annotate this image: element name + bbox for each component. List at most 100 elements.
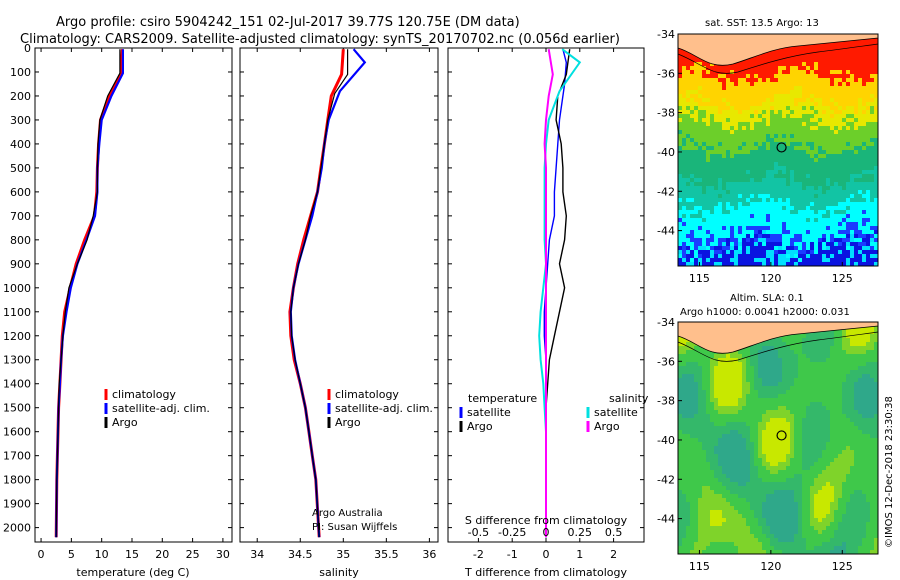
legend-label: Argo	[112, 416, 138, 429]
s-diff-axis-label: S difference from climatology	[465, 514, 628, 527]
x2-tick-label: 0.25	[568, 526, 593, 539]
depth-tick-label: 1500	[3, 402, 31, 415]
sla-map: -34 -36 -38 -40 -42 -44 115 120 125	[657, 316, 879, 573]
argo-line	[290, 49, 349, 538]
depth-tick-label: 1800	[3, 474, 31, 487]
x-tick-label: 34	[250, 548, 264, 561]
x-tick-label: -2	[473, 548, 484, 561]
legend-right-title: salinity	[609, 392, 649, 405]
x-tick-label: 2	[610, 548, 617, 561]
lon-tick-label: 120	[760, 272, 781, 285]
depth-tick-label: 1600	[3, 426, 31, 439]
salinity-panel: 34 34.5 35 35.5 36 salinity climatologysatelli…	[239, 47, 439, 579]
annotation-pi: PI: Susan Wijffels	[312, 522, 397, 533]
x-tick-label: 35	[336, 548, 350, 561]
depth-tick-label: 1300	[3, 354, 31, 367]
lat-tick-label: -36	[657, 67, 675, 80]
depth-tick-label: 600	[10, 186, 31, 199]
map-frame	[677, 33, 879, 267]
x-tick-label: 35.5	[374, 548, 399, 561]
lat-tick-label: -38	[657, 395, 675, 408]
lat-tick-label: -42	[657, 473, 675, 486]
depth-tick-label: 500	[10, 162, 31, 175]
legend-label: Argo	[467, 420, 493, 433]
depth-tick-label: 1900	[3, 498, 31, 511]
depth-tick-label: 900	[10, 258, 31, 271]
argo-float-marker	[776, 142, 787, 153]
lat-tick-label: -42	[657, 185, 675, 198]
imos-copyright-label: ©IMOS 12-Dec-2018 23:30:38	[884, 396, 895, 548]
sla-map-subtitle: Argo h1000: 0.0041 h2000: 0.031	[680, 307, 850, 318]
lon-tick-label: 120	[760, 560, 781, 573]
temperature-panel: 0100200300400500600700800900100011001200…	[3, 42, 233, 579]
x-tick-label: 15	[125, 548, 139, 561]
map-frame	[677, 321, 879, 555]
x-tick-label: 30	[216, 548, 230, 561]
x-tick-label: 10	[95, 548, 109, 561]
legend-label: satellite-adj. clim.	[335, 402, 433, 415]
depth-tick-label: 1100	[3, 306, 31, 319]
lon-tick-label: 125	[832, 272, 853, 285]
sla-map-title: Altim. SLA: 0.1	[730, 293, 804, 304]
legend-label: satellite	[594, 406, 638, 419]
x-tick-label: -1	[507, 548, 518, 561]
x-tick-label: 0	[543, 548, 550, 561]
lon-tick-label: 115	[689, 272, 710, 285]
lat-tick-label: -34	[657, 316, 675, 329]
x-tick-label: 36	[422, 548, 436, 561]
plot-frame	[239, 47, 439, 543]
lat-tick-label: -36	[657, 355, 675, 368]
annotation-argo-australia: Argo Australia	[312, 508, 383, 519]
x2-tick-label: 0.5	[605, 526, 623, 539]
legend-label: Argo	[594, 420, 620, 433]
depth-tick-label: 1000	[3, 282, 31, 295]
depth-tick-label: 200	[10, 90, 31, 103]
depth-tick-label: 300	[10, 114, 31, 127]
legend-label: satellite-adj. clim.	[112, 402, 210, 415]
x-tick-label: 34.5	[288, 548, 313, 561]
argo-float-marker	[776, 430, 787, 441]
lat-tick-label: -34	[657, 28, 675, 41]
lat-tick-label: -44	[657, 225, 675, 238]
x-tick-label: 0	[38, 548, 45, 561]
s-argo-line	[543, 49, 554, 538]
lon-tick-label: 115	[689, 560, 710, 573]
x-tick-label: 20	[155, 548, 169, 561]
depth-tick-label: 400	[10, 138, 31, 151]
depth-tick-label: 1200	[3, 330, 31, 343]
legend-label: satellite	[467, 406, 511, 419]
x-tick-label: 25	[186, 548, 200, 561]
lat-tick-label: -38	[657, 107, 675, 120]
x2-tick-label: 0	[543, 526, 550, 539]
salinity-axis-label: salinity	[319, 566, 359, 579]
lat-tick-label: -40	[657, 146, 675, 159]
title-line-2: Climatology: CARS2009. Satellite-adjuste…	[20, 32, 620, 47]
difference-panel: -2 -1 0 1 2 -0.5 -0.25 0 0.25 0.5S difference fro…	[447, 47, 649, 579]
lat-tick-label: -44	[657, 513, 675, 526]
x-tick-label: 5	[68, 548, 75, 561]
australia-landmass	[677, 321, 879, 354]
legend-label: climatology	[112, 388, 176, 401]
x2-tick-label: -0.5	[468, 526, 489, 539]
depth-tick-label: 1400	[3, 378, 31, 391]
lon-tick-label: 125	[832, 560, 853, 573]
sst-map-title: sat. SST: 13.5 Argo: 13	[705, 18, 819, 29]
depth-tick-label: 2000	[3, 522, 31, 535]
x-tick-label: 1	[576, 548, 583, 561]
depth-contour	[677, 43, 879, 74]
legend-label: Argo	[335, 416, 361, 429]
australia-landmass	[677, 33, 879, 66]
legend-label: climatology	[335, 388, 399, 401]
depth-tick-label: 0	[24, 42, 31, 55]
title-line-1: Argo profile: csiro 5904242_151 02-Jul-2…	[56, 15, 520, 30]
plot-frame	[34, 47, 233, 543]
x2-tick-label: -0.25	[498, 526, 526, 539]
depth-tick-label: 1700	[3, 450, 31, 463]
t-diff-axis-label: T difference from climatology	[464, 566, 627, 579]
depth-tick-label: 100	[10, 66, 31, 79]
argo-line	[55, 49, 121, 538]
lat-tick-label: -40	[657, 434, 675, 447]
sst-map: -34 -36 -38 -40 -42 -44 115 120 125	[657, 28, 879, 285]
legend-left-title: temperature	[468, 392, 537, 405]
